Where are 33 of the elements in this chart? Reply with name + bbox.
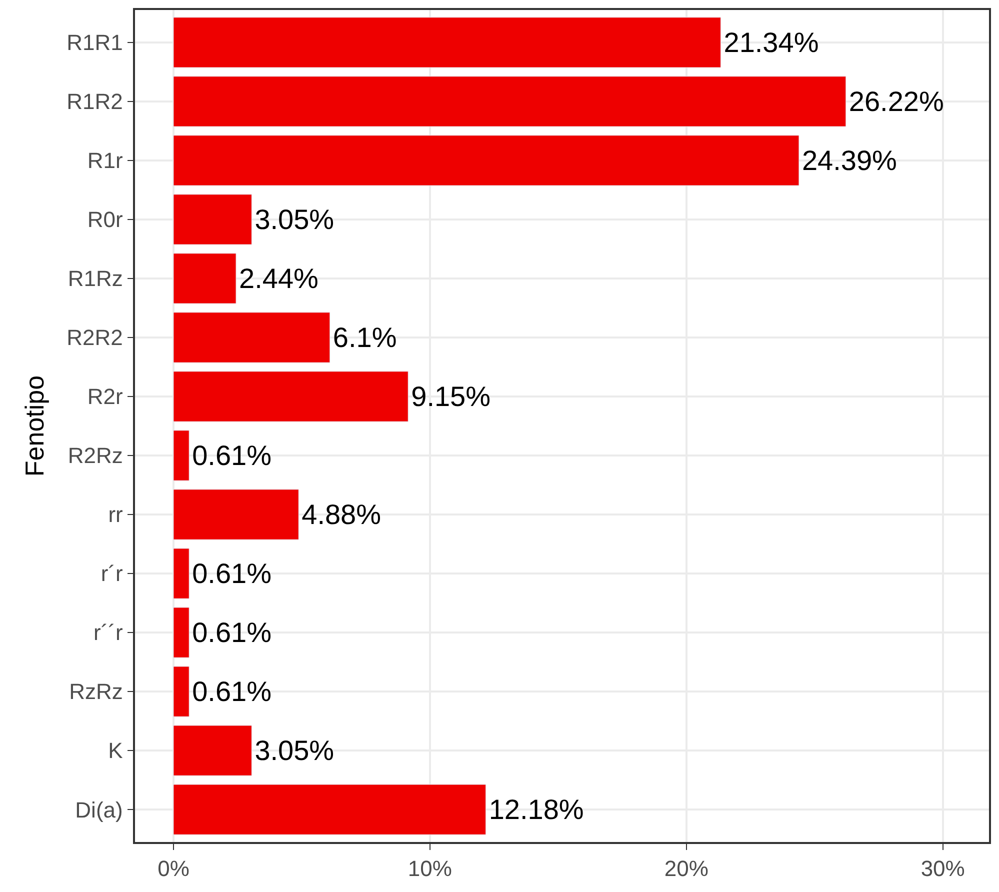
y-tick-label: R2r [87, 384, 123, 410]
data-label: 26.22% [848, 86, 944, 117]
y-tick-label: K [108, 738, 124, 764]
y-tick-label: R1R1 [66, 30, 123, 56]
data-label: 24.39% [802, 144, 897, 176]
data-label: 4.88% [302, 499, 382, 530]
y-tick-label: R1R2 [66, 89, 123, 114]
data-label: 0.61% [192, 676, 272, 708]
data-label: 9.15% [411, 380, 491, 412]
y-tick-label: R1Rz [68, 266, 123, 292]
y-tick-label: rr [108, 502, 123, 528]
data-label: 0.61% [192, 440, 272, 472]
x-tick-label: 10% [408, 856, 452, 882]
data-label: 3.05% [254, 204, 334, 235]
y-tick-label: R0r [87, 207, 123, 232]
data-label: 0.61% [192, 558, 272, 590]
y-tick-label: Di(a) [75, 797, 123, 822]
y-tick-label: R2R2 [66, 325, 123, 350]
data-label: 3.05% [254, 735, 334, 766]
y-tick-label: R2Rz [68, 443, 123, 468]
data-label: 21.34% [724, 26, 819, 58]
y-tick-label: r´´r [94, 620, 123, 646]
data-label: 6.1% [332, 322, 397, 353]
x-tick-label: 30% [920, 856, 965, 882]
y-tick-label: R1r [87, 148, 123, 174]
x-tick-label: 20% [664, 856, 708, 882]
data-label: 2.44% [239, 262, 318, 294]
data-label: 0.61% [192, 617, 272, 648]
x-tick-label: 0% [158, 856, 190, 882]
data-label: 12.18% [488, 794, 584, 826]
y-axis-title: Fenotipo [20, 375, 50, 477]
y-tick-label: r´r [100, 561, 123, 586]
y-tick-label: RzRz [69, 679, 123, 704]
